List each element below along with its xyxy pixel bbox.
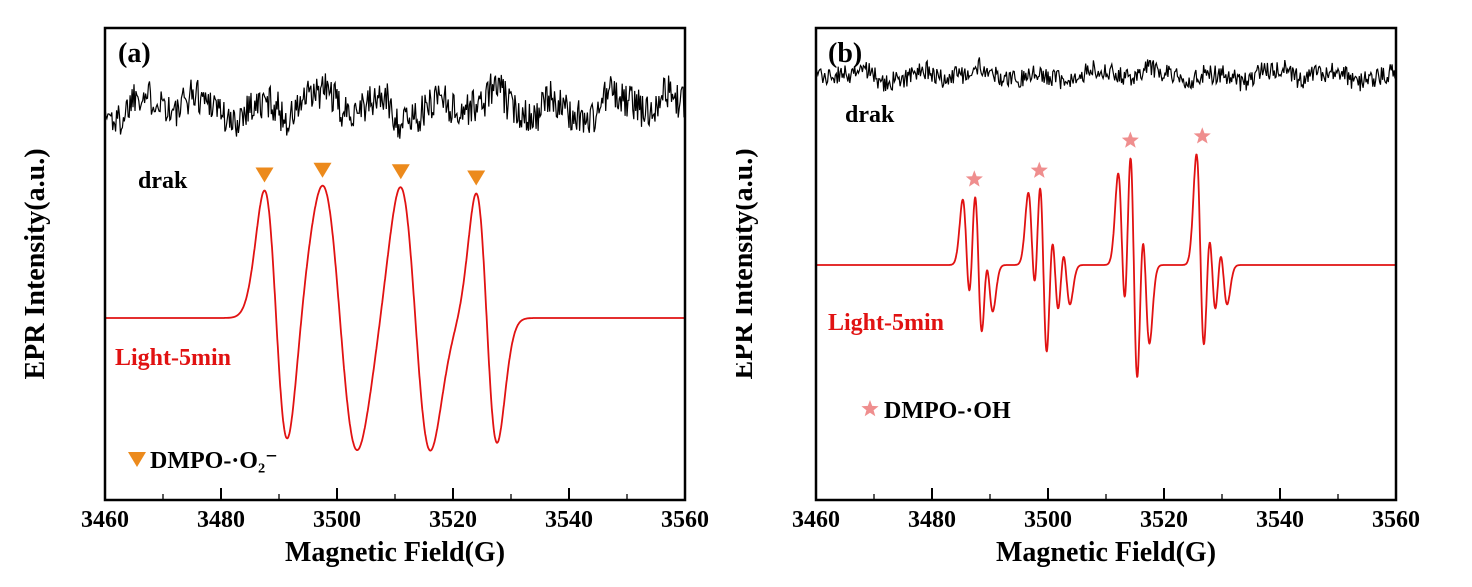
light-epr-trace: [815, 153, 1397, 378]
peak-star-icon: [1030, 161, 1048, 178]
star-icon: [861, 400, 879, 417]
epr-chart-panel-a: (a) drak Light-5min DMPO-·O₂⁻ 3460 3480 …: [20, 26, 709, 568]
dark-trace-label: drak: [845, 102, 895, 128]
x-tick-label: 3500: [1024, 507, 1072, 533]
peak-star-icon: [965, 170, 983, 187]
dark-trace-label: drak: [138, 168, 188, 194]
peak-triangle-down-icon: [255, 167, 274, 183]
peak-star-icon: [1121, 131, 1139, 148]
x-tick-label: 3480: [197, 507, 245, 533]
legend-triangle-down-icon: [128, 452, 146, 467]
x-tick-label: 3560: [661, 507, 709, 533]
y-axis-title: EPR Intensity(a.u.): [20, 148, 51, 379]
peak-triangle-down-icon: [313, 162, 332, 178]
plot-frame: [814, 26, 1398, 502]
x-tick-label: 3500: [313, 507, 361, 533]
plot-frame: [103, 26, 687, 502]
x-tick-label: 3540: [1256, 507, 1304, 533]
x-tick-label: 3540: [545, 507, 593, 533]
peak-triangle-down-icon: [391, 164, 410, 180]
light-trace-label: Light-5min: [115, 345, 231, 371]
x-tick-label: 3520: [429, 507, 477, 533]
legend: DMPO-·OH: [861, 398, 1011, 424]
x-tick-label: 3480: [908, 507, 956, 533]
peak-triangle-down-icon: [467, 170, 486, 186]
plot-content-b: [815, 57, 1397, 500]
light-trace-label: Light-5min: [828, 310, 944, 336]
legend-label: DMPO-·OH: [884, 398, 1011, 424]
epr-chart-panel-b: (b) drak Light-5min DMPO-·OH 3460 3480 3…: [736, 26, 1420, 568]
legend: DMPO-·O₂⁻: [128, 448, 278, 474]
x-tick-labels: 3460 3480 3500 3520 3540 3560: [792, 507, 1420, 533]
x-tick-labels: 3460 3480 3500 3520 3540 3560: [81, 507, 709, 533]
peak-star-icon: [1193, 127, 1211, 144]
legend-star-icon: [861, 400, 879, 417]
light-epr-trace: [104, 184, 686, 452]
panel-letter: (b): [828, 38, 862, 69]
x-tick-label: 3460: [792, 507, 840, 533]
legend-label: DMPO-·O₂⁻: [150, 448, 278, 474]
dark-noise-trace: [815, 57, 1397, 92]
x-axis-title: Magnetic Field(G): [285, 537, 505, 568]
plot-content-a: [104, 73, 686, 500]
x-tick-label: 3560: [1372, 507, 1420, 533]
dark-noise-trace: [104, 73, 686, 139]
panel-letter: (a): [118, 38, 151, 69]
x-tick-label: 3520: [1140, 507, 1188, 533]
x-tick-label: 3460: [81, 507, 129, 533]
y-axis-title: EPR Intensity(a.u.): [736, 148, 759, 379]
triangle-down-icon: [128, 452, 146, 467]
x-axis-title: Magnetic Field(G): [996, 537, 1216, 568]
